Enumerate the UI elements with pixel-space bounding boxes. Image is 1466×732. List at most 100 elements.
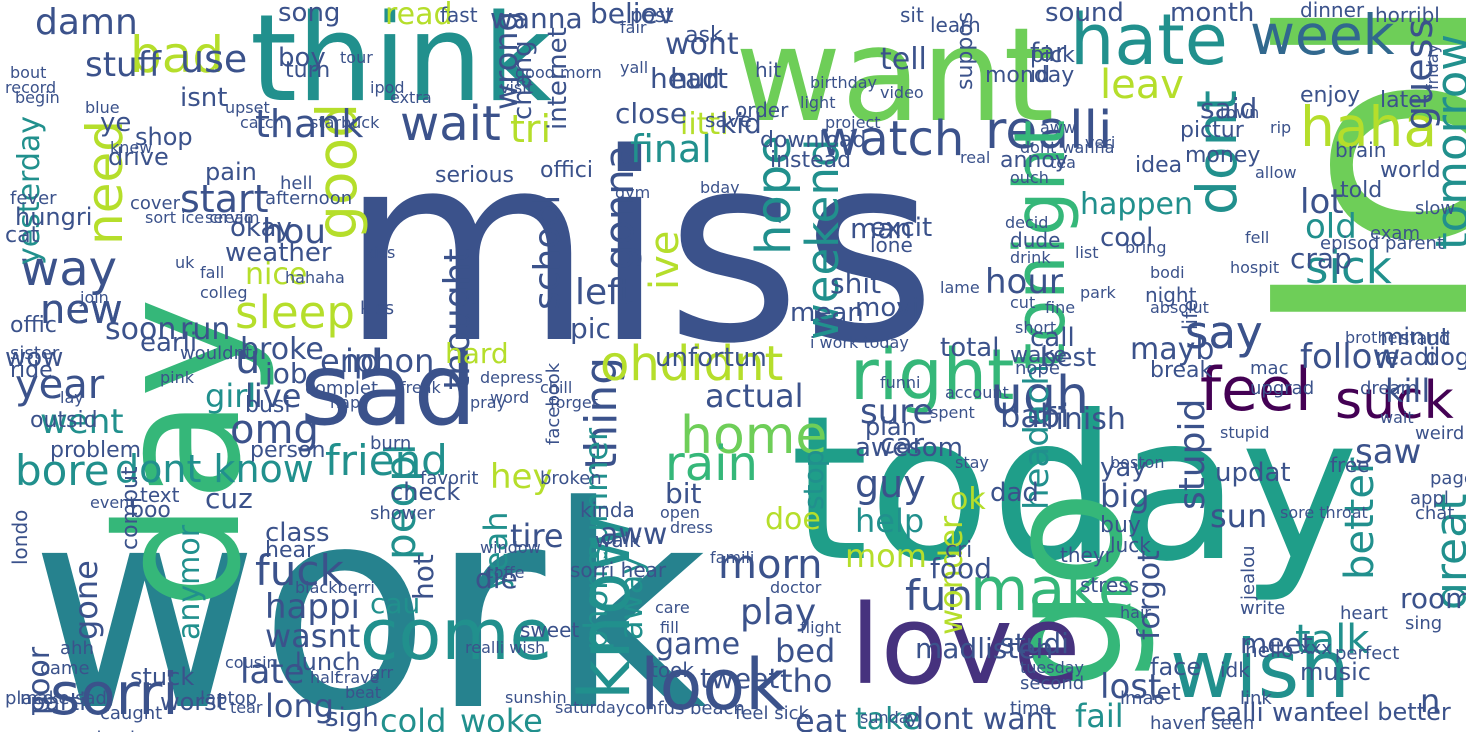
word: right <box>850 334 1015 416</box>
word: spent <box>930 403 975 422</box>
word: guy <box>855 462 926 506</box>
word: wait <box>400 96 501 152</box>
word: bring <box>1125 238 1167 257</box>
word: post <box>630 3 674 27</box>
word: sun <box>1210 497 1268 535</box>
word: year <box>15 362 105 408</box>
word: perfect <box>1335 643 1400 664</box>
word: leav <box>1100 62 1184 108</box>
word: happen <box>1080 187 1193 222</box>
word: download <box>760 128 867 153</box>
word: long <box>265 687 335 725</box>
word: omg <box>230 407 319 453</box>
word: hair <box>1120 603 1151 622</box>
word: funni <box>880 373 921 392</box>
word: learn <box>930 13 981 37</box>
word: kid <box>720 107 762 140</box>
word: order <box>735 98 789 122</box>
word: page <box>1430 468 1466 489</box>
word: heart <box>1340 603 1388 624</box>
word: wish <box>1170 623 1351 716</box>
word: tell <box>880 42 927 77</box>
word: song <box>278 0 341 28</box>
word: crave <box>335 668 380 687</box>
word: fair <box>620 18 647 37</box>
word: madlisten <box>915 632 1054 665</box>
word: servic <box>205 208 253 227</box>
word: haha <box>1300 95 1438 159</box>
word: knew <box>110 138 153 157</box>
word: brain <box>1335 138 1387 162</box>
word: broken <box>540 468 602 489</box>
word: eat <box>795 702 847 732</box>
word: tear <box>230 698 263 717</box>
word: fine <box>1045 298 1076 317</box>
word: chill <box>540 378 573 397</box>
word: n <box>1420 682 1441 720</box>
word: hard <box>445 337 509 370</box>
word: use <box>180 37 248 81</box>
word: way <box>20 241 118 297</box>
word: wake <box>1010 343 1067 368</box>
word: suck <box>1335 371 1454 431</box>
word: updat <box>1215 458 1291 488</box>
word: check <box>390 478 461 506</box>
word: hate <box>1070 0 1228 81</box>
word: fail <box>1075 697 1124 732</box>
word: weird <box>1415 423 1465 444</box>
word: lunch <box>295 648 361 676</box>
word: wow <box>5 343 64 373</box>
word: earli <box>140 328 198 358</box>
word: busi <box>245 393 291 418</box>
word: iphon <box>345 342 435 380</box>
word: isnt <box>180 83 228 113</box>
word: final <box>630 127 712 171</box>
word: cool <box>1100 223 1154 253</box>
word: car <box>880 427 925 460</box>
word: lone <box>870 233 913 257</box>
word: depress <box>480 368 543 387</box>
word: left <box>575 272 634 313</box>
word: help <box>855 502 925 540</box>
word: grr <box>370 663 394 682</box>
word: ipod <box>370 78 405 97</box>
word: hou <box>262 212 326 252</box>
word: sad <box>300 331 477 448</box>
word: slow <box>1415 198 1456 219</box>
word: bit <box>665 477 702 510</box>
word: absolut <box>1150 298 1209 317</box>
word: allow <box>1255 163 1297 182</box>
word: miss <box>340 99 937 401</box>
word: home <box>680 406 828 466</box>
word: rain <box>665 436 758 492</box>
word: break <box>1150 358 1213 383</box>
word: went <box>40 402 124 442</box>
word: coffe <box>485 563 525 582</box>
word: sigh <box>325 703 379 732</box>
word: lost <box>1100 667 1162 707</box>
word: sleep <box>235 286 355 339</box>
word: horribl <box>1375 3 1440 27</box>
word: forget <box>550 393 598 412</box>
word: let <box>1150 678 1181 706</box>
word: extra <box>390 88 432 107</box>
word: kiss <box>360 298 395 319</box>
word: readi <box>1375 343 1436 371</box>
word: thank <box>255 102 364 146</box>
word: fell <box>1245 228 1270 247</box>
word: sunday <box>860 708 919 727</box>
word: list <box>1075 243 1099 262</box>
word: care <box>655 598 690 617</box>
word: anymor <box>172 524 207 640</box>
word: stuck <box>130 663 195 691</box>
word: ride <box>10 358 53 383</box>
word: music <box>1300 658 1371 686</box>
word: call <box>1030 323 1075 353</box>
word: head <box>650 62 720 95</box>
word: write <box>1240 598 1286 619</box>
word: dont know <box>115 447 314 491</box>
word: feel better <box>1325 698 1451 726</box>
word: jealou <box>1238 545 1259 600</box>
word: stupid <box>1172 398 1213 510</box>
